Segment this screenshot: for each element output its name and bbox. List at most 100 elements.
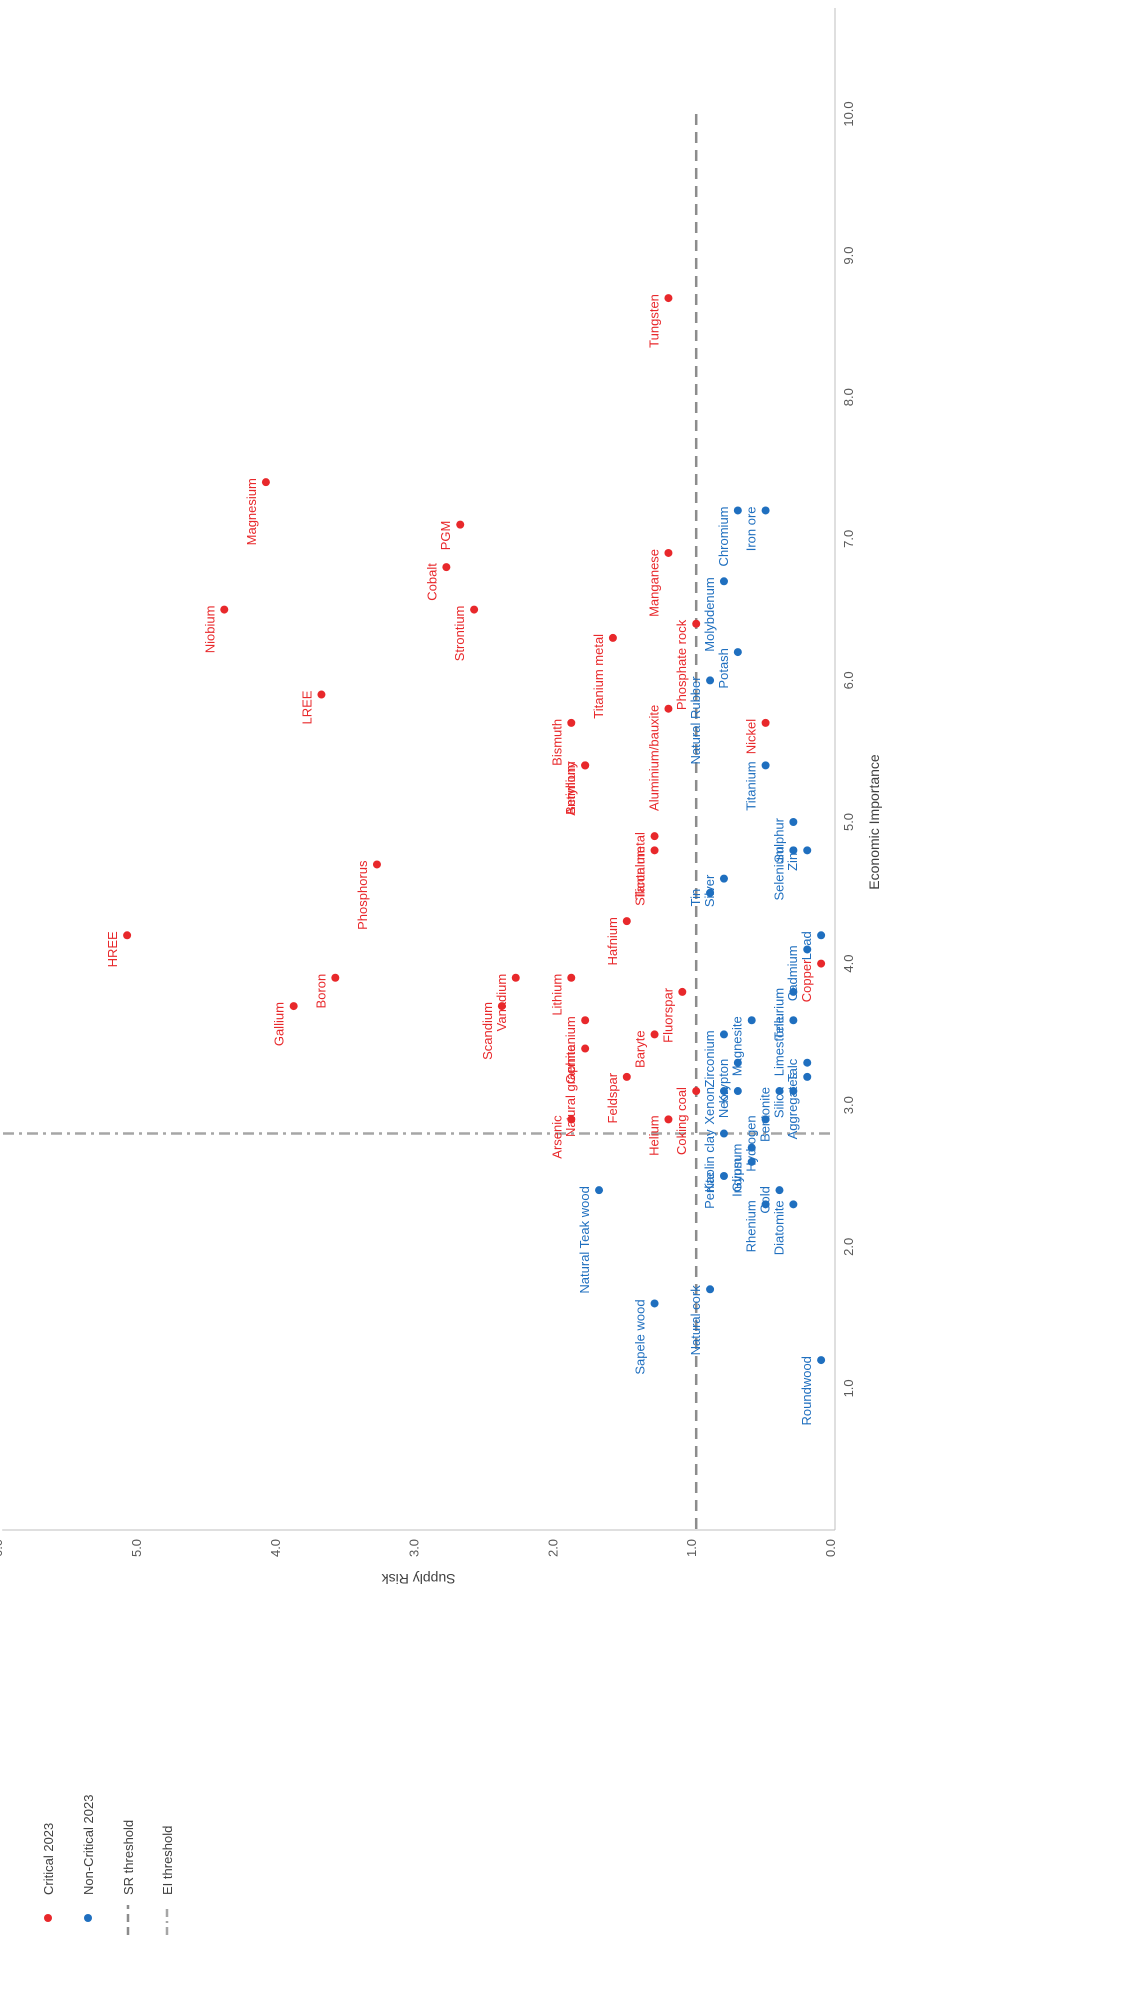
x-axis-title: Economic Importance [866, 754, 882, 890]
point-label: Talc [785, 1058, 800, 1082]
y-tick-label: 2.0 [545, 1539, 560, 1557]
point-label: Lead [799, 931, 814, 960]
y-tick-label: 5.0 [129, 1539, 144, 1557]
non-critical-point [747, 1157, 756, 1166]
critical-point [664, 1115, 673, 1124]
point-label: Strontium [452, 606, 467, 662]
point-label: Silver [702, 874, 717, 907]
point-label: Lithium [549, 974, 564, 1016]
y-tick-label: 3.0 [407, 1539, 422, 1557]
point-label: Rhenium [744, 1200, 759, 1252]
non-critical-point [817, 1356, 826, 1365]
point-label: HREE [105, 931, 120, 967]
non-critical-point [650, 1299, 659, 1308]
point-label: Baryte [633, 1030, 648, 1068]
non-critical-point [803, 1058, 812, 1067]
non-critical-point [789, 846, 798, 855]
point-label: Gold [757, 1186, 772, 1213]
point-label: Natural graphite [563, 1045, 578, 1138]
chart-axes [2, 8, 836, 1531]
point-label: Copper [799, 959, 814, 1002]
non-critical-point [789, 987, 798, 996]
non-critical-point [706, 888, 715, 897]
critical-point [567, 718, 576, 727]
critical-point [497, 1002, 506, 1011]
non-critical-point [803, 945, 812, 954]
non-critical-point [789, 1087, 798, 1096]
non-critical-point [733, 648, 742, 657]
point-label: Antimony [563, 761, 578, 816]
non-critical-point [719, 577, 728, 586]
point-label: Sulphur [771, 817, 786, 862]
y-tick-label: 6.0 [0, 1539, 5, 1557]
point-label: Boron [313, 974, 328, 1009]
critical-point [442, 563, 451, 572]
point-label: Beryllium [563, 761, 578, 814]
non-critical-point [719, 1172, 728, 1180]
critical-point [331, 973, 340, 982]
point-label: Natural cork [688, 1285, 703, 1356]
critical-point [622, 1072, 631, 1081]
point-label: Molybdenum [702, 577, 717, 651]
non-critical-point [789, 1200, 798, 1209]
point-label: Titanium [744, 761, 759, 810]
critical-point [692, 619, 701, 628]
x-tick-labels: 1.0 2.0 3.0 4.0 5.0 6.0 7.0 8.0 9.0 10.0 [841, 101, 856, 1397]
point-label: Natural Rubber [688, 676, 703, 765]
critical-point [817, 959, 826, 968]
critical-point [372, 860, 381, 869]
point-label: Aluminium/bauxite [646, 705, 661, 811]
point-label: Niobium [202, 606, 217, 654]
point-label: Silicon metal [633, 832, 648, 906]
critical-point [470, 605, 479, 614]
legend-marker [44, 1914, 52, 1922]
point-label: Fluorspar [660, 987, 675, 1043]
point-label: Perlite [702, 1172, 717, 1209]
y-tick-label: 1.0 [684, 1539, 699, 1557]
non-critical-point [719, 1087, 728, 1096]
point-label: Arsenic [549, 1115, 564, 1159]
critical-point [220, 605, 229, 614]
data-points: HREE Magnesium Niobium LREE Gallium Boron Phos… [105, 294, 826, 1425]
y-tick-labels: 0.0 1.0 2.0 3.0 4.0 5.0 6.0 [0, 1539, 838, 1557]
threshold-lines [3, 114, 835, 1530]
x-tick-label: 4.0 [841, 955, 856, 973]
point-label: Tungsten [646, 294, 661, 348]
non-critical-point [817, 931, 826, 940]
critical-point [261, 478, 270, 487]
point-label: Tellurium [771, 988, 786, 1040]
point-label: Bismuth [549, 719, 564, 766]
point-label: Potash [716, 648, 731, 688]
non-critical-point [706, 676, 715, 685]
point-label: Sapele wood [633, 1299, 648, 1374]
critical-point [664, 704, 673, 713]
point-label: Krypton [716, 1059, 731, 1104]
point-label: Xenon [702, 1087, 717, 1125]
point-label: Kaolin clay [702, 1129, 717, 1192]
critical-point [123, 931, 132, 940]
point-label: Cobalt [424, 563, 439, 601]
non-critical-point [733, 1058, 742, 1067]
critical-point [456, 520, 465, 529]
non-critical-point [761, 1200, 770, 1209]
non-critical-point [761, 761, 770, 770]
non-critical-point [761, 506, 770, 515]
x-tick-label: 2.0 [841, 1238, 856, 1256]
non-critical-point [803, 1072, 812, 1081]
legend-marker [84, 1914, 92, 1922]
point-label: Zirconium [702, 1030, 717, 1087]
critical-point [581, 1044, 590, 1053]
point-label: Gypsum [730, 1144, 745, 1192]
point-label: Hafnium [605, 917, 620, 965]
point-label: Iron ore [744, 506, 759, 551]
critical-point [317, 690, 326, 699]
point-label: Silica [771, 1086, 786, 1118]
point-label: Zinc [785, 846, 800, 871]
x-tick-label: 10.0 [841, 101, 856, 126]
critical-point [650, 1030, 659, 1039]
point-label: Phosphate rock [674, 619, 689, 710]
x-tick-label: 9.0 [841, 247, 856, 265]
non-critical-point [706, 1285, 715, 1294]
non-critical-point [733, 506, 742, 515]
